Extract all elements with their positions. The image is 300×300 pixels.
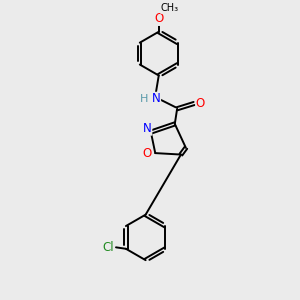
Text: N: N (152, 92, 161, 105)
Text: N: N (143, 122, 152, 135)
Text: O: O (142, 147, 152, 160)
Text: O: O (196, 97, 205, 110)
Text: Cl: Cl (103, 241, 114, 254)
Text: H: H (140, 94, 148, 104)
Text: O: O (154, 12, 164, 26)
Text: CH₃: CH₃ (161, 3, 179, 14)
